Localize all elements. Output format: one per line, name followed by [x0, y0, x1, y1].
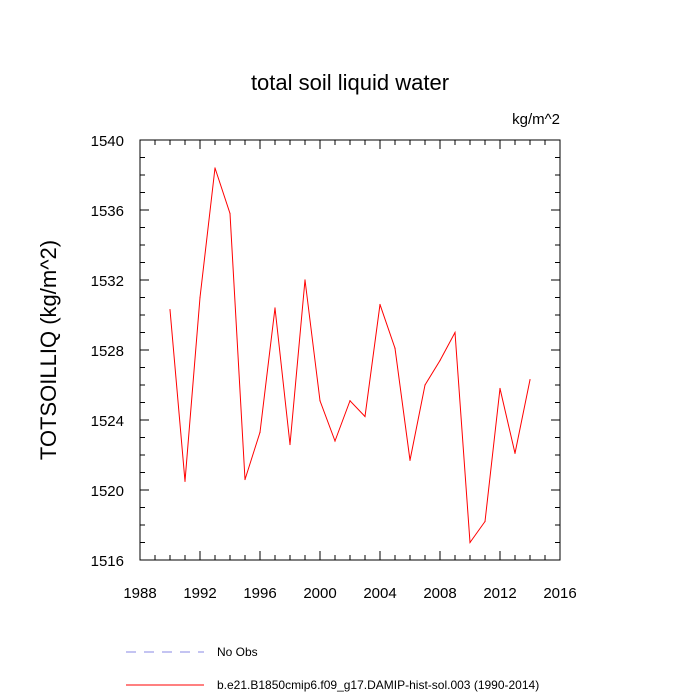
x-tick-label: 2012	[483, 585, 516, 602]
data-point	[319, 400, 321, 402]
data-point	[529, 379, 531, 381]
y-tick-label: 1540	[91, 133, 124, 150]
data-point	[259, 431, 261, 433]
tick-labels: 1988 1992 1996 2000 2004 2008 2012 2016 1516 1520…	[91, 133, 577, 602]
y-axis-label: TOTSOILLIQ (kg/m^2)	[36, 240, 61, 460]
data-point	[499, 387, 501, 390]
series-group	[169, 167, 531, 544]
series-line	[169, 167, 531, 544]
x-tick-label: 2008	[423, 585, 456, 602]
data-point	[394, 347, 396, 349]
data-point	[364, 415, 366, 418]
x-tick-label: 1996	[243, 585, 276, 602]
data-point	[289, 443, 291, 446]
y-tick-label: 1524	[91, 413, 124, 430]
data-point	[349, 400, 351, 402]
plot-frame	[139, 139, 561, 561]
data-point	[304, 279, 306, 281]
data-point	[199, 296, 201, 299]
data-point	[439, 359, 441, 362]
data-point	[424, 384, 426, 386]
y-tick-label: 1516	[91, 553, 124, 570]
data-point	[274, 307, 276, 309]
data-point	[514, 452, 516, 454]
data-point	[229, 212, 231, 215]
data-point	[244, 478, 246, 481]
data-point	[169, 309, 171, 311]
data-point	[214, 167, 216, 169]
data-point	[484, 520, 486, 523]
chart-title: total soil liquid water	[251, 70, 449, 95]
data-point	[379, 303, 381, 306]
y-tick-label: 1520	[91, 483, 124, 500]
x-tick-label: 1988	[123, 585, 156, 602]
legend: No Obs b.e21.B1850cmip6.f09_g17.DAMIP-hi…	[126, 645, 539, 692]
y-tick-label: 1536	[91, 203, 124, 220]
y-tick-label: 1532	[91, 273, 124, 290]
axis-ticks	[139, 139, 561, 561]
x-tick-label: 2004	[363, 585, 396, 602]
x-tick-label: 2000	[303, 585, 336, 602]
data-point	[469, 541, 471, 544]
data-point	[334, 440, 336, 442]
legend-label-no-obs: No Obs	[217, 645, 258, 659]
data-point	[409, 459, 411, 461]
legend-label-model: b.e21.B1850cmip6.f09_g17.DAMIP-hist-sol.…	[217, 678, 539, 692]
units-label: kg/m^2	[512, 111, 560, 128]
x-tick-label: 2016	[543, 585, 576, 602]
x-tick-label: 1992	[183, 585, 216, 602]
data-point	[454, 331, 456, 334]
y-tick-label: 1528	[91, 343, 124, 360]
data-point	[184, 480, 186, 482]
